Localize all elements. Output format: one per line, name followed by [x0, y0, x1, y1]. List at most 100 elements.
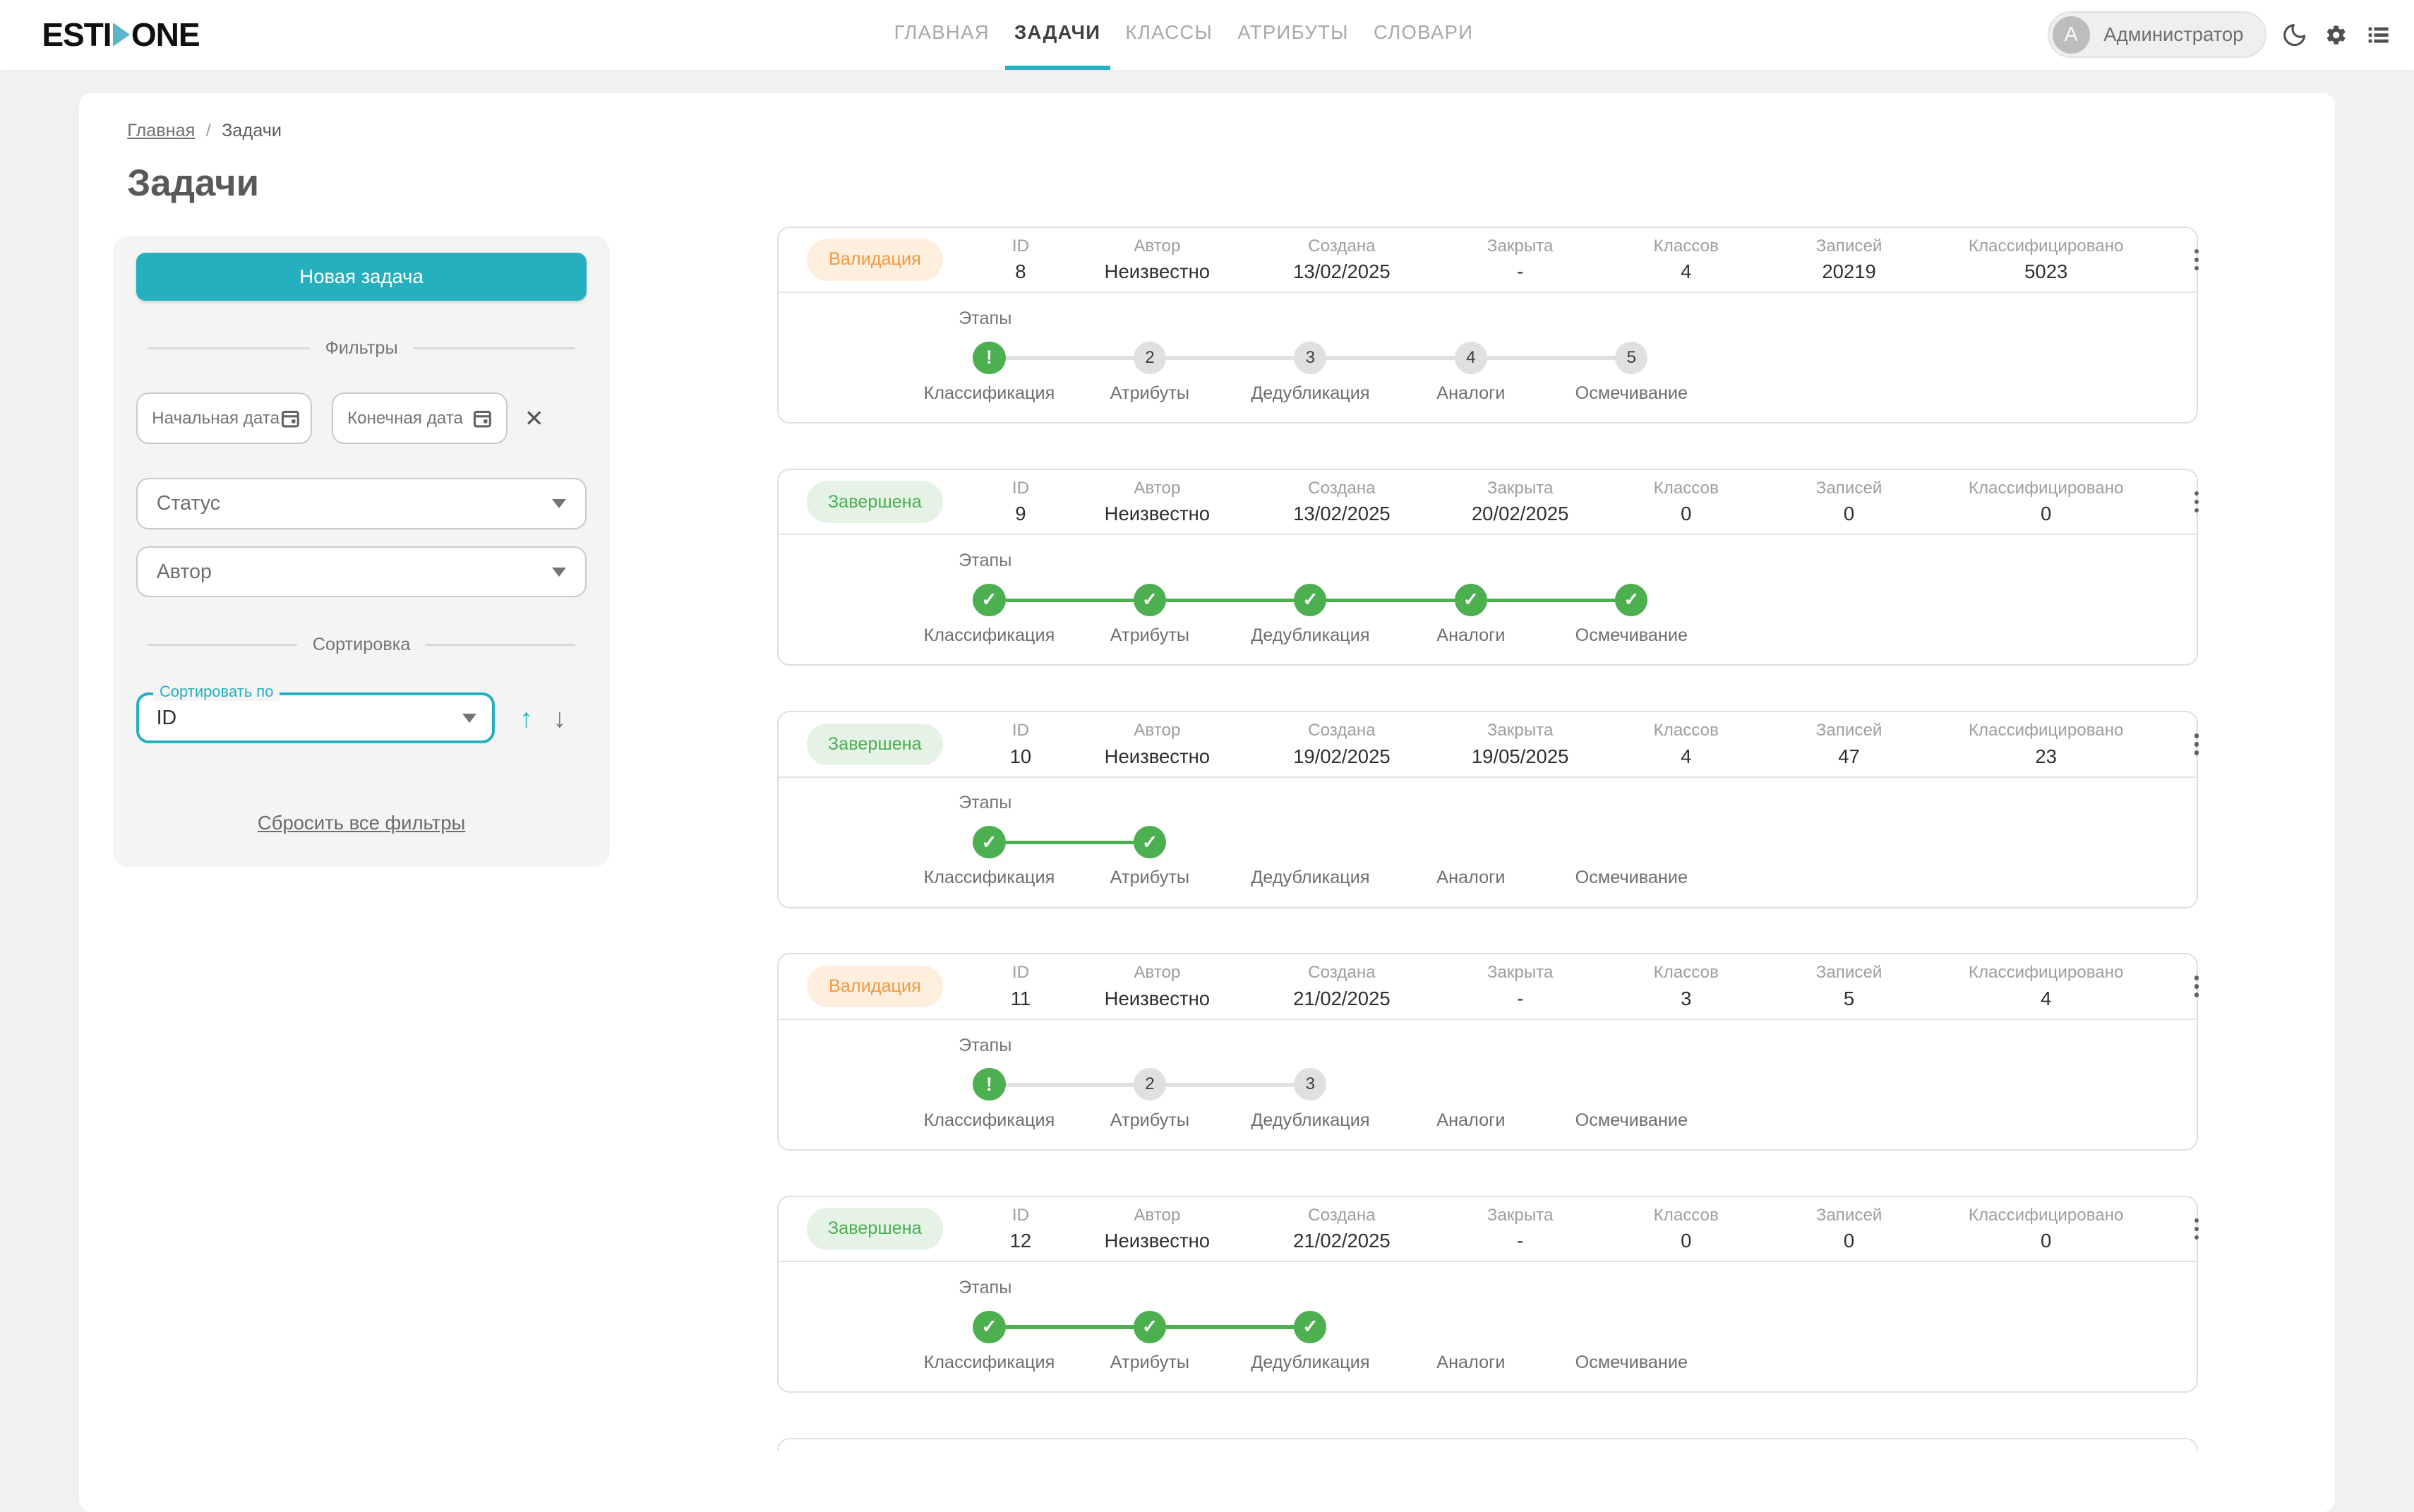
stage-step: 2 Атрибуты: [1005, 341, 1230, 404]
step-connector: [1005, 598, 1134, 603]
column-value: 21/02/2025: [1293, 1230, 1391, 1252]
task-column: Классов 4: [1607, 721, 1765, 768]
task-stages: Этапы ! Классификация 2 Атрибуты 3 Дедубликац…: [779, 293, 2197, 422]
tab-klassy[interactable]: КЛАССЫ: [1125, 21, 1213, 44]
more-menu-button[interactable]: [2181, 965, 2212, 1009]
tab-zadachi[interactable]: ЗАДАЧИ: [1004, 0, 1110, 70]
task-stages: Этапы ✓ Классификация ✓ Атрибуты ✓ Дедубликац…: [779, 535, 2197, 664]
step-spacer: [1455, 1311, 1487, 1343]
step-spacer: [1455, 826, 1487, 858]
reset-filters-link[interactable]: Сбросить все фильтры: [257, 812, 466, 834]
calendar-icon[interactable]: [280, 407, 301, 429]
logo-triangle-icon: [112, 23, 130, 47]
step-current-icon: !: [973, 1068, 1006, 1101]
stage-name: Осмечивание: [1575, 868, 1688, 888]
stage-name: Аналоги: [1436, 383, 1506, 403]
breadcrumb-home-link[interactable]: Главная: [127, 121, 196, 141]
column-value: 19/02/2025: [1293, 745, 1391, 767]
stages-stepper: ✓ Классификация ✓ Атрибуты ✓ Дедубликация Анал…: [779, 1310, 2197, 1373]
column-header: Закрыта: [1487, 963, 1554, 983]
column-header: Записей: [1815, 236, 1882, 256]
step-done-check-icon: ✓: [973, 1310, 1006, 1343]
stages-stepper: ✓ Классификация ✓ Атрибуты ✓ Дедубликация ✓ Ана…: [779, 583, 2197, 646]
task-column: Закрыта -: [1434, 236, 1607, 284]
stage-name: Дедубликация: [1251, 383, 1370, 403]
task-card-header: Завершена ID 9 Автор Неизвестно Создана 13/02…: [779, 470, 2199, 536]
task-column: ID 11: [977, 963, 1064, 1010]
column-value: 5: [1843, 987, 1855, 1009]
list-icon[interactable]: [2365, 21, 2393, 49]
step-connector: [1326, 356, 1455, 360]
step-connector: [1487, 356, 1616, 360]
column-header: Классов: [1653, 236, 1719, 256]
step-done-check-icon: ✓: [1615, 583, 1648, 616]
stage-name: Осмечивание: [1575, 1110, 1688, 1130]
author-select[interactable]: Автор: [136, 546, 587, 598]
new-task-button[interactable]: Новая задача: [136, 253, 587, 301]
task-column: Записей 5: [1765, 963, 1933, 1010]
clear-dates-button[interactable]: ✕: [524, 405, 544, 432]
more-menu-button[interactable]: [2181, 1207, 2212, 1251]
more-menu-button[interactable]: [2181, 480, 2212, 524]
stage-name: Осмечивание: [1575, 625, 1688, 646]
stage-name: Классификация: [923, 1352, 1055, 1372]
task-column: Закрыта 20/02/2025: [1434, 479, 1607, 526]
sort-by-select[interactable]: Сортировать по ID: [136, 683, 496, 744]
user-menu-chip[interactable]: A Администратор: [2048, 11, 2267, 59]
column-value: -: [1517, 1230, 1524, 1252]
stage-name: Дедубликация: [1251, 1110, 1370, 1130]
column-header: Записей: [1815, 721, 1882, 740]
column-header: ID: [1011, 963, 1030, 983]
column-value: 19/05/2025: [1471, 745, 1569, 767]
task-card: Завершена ID 10 Автор Неизвестно Создана 19/0…: [777, 711, 2199, 908]
tab-atributy[interactable]: АТРИБУТЫ: [1237, 21, 1349, 44]
step-connector: [1166, 1325, 1295, 1329]
step-connector: [1005, 356, 1134, 360]
status-badge: Валидация: [806, 239, 944, 281]
column-header: ID: [1011, 478, 1030, 498]
tab-glavnaya[interactable]: ГЛАВНАЯ: [894, 21, 990, 44]
stage-step: 3 Дедубликация: [1166, 341, 1391, 404]
stage-name: Дедубликация: [1251, 868, 1370, 888]
calendar-icon[interactable]: [472, 407, 493, 429]
settings-icon[interactable]: [2322, 21, 2350, 49]
stage-name: Дедубликация: [1251, 1352, 1370, 1372]
step-done-check-icon: ✓: [1133, 826, 1166, 859]
column-value: 5023: [2024, 260, 2068, 283]
tab-slovari[interactable]: СЛОВАРИ: [1373, 21, 1474, 44]
chevron-down-icon: [552, 567, 567, 577]
avatar: A: [2052, 16, 2090, 54]
stage-name: Дедубликация: [1251, 625, 1370, 646]
sort-ascending-button[interactable]: ↑: [520, 702, 533, 733]
moon-icon[interactable]: [2281, 21, 2309, 49]
sort-descending-button[interactable]: ↓: [553, 702, 567, 733]
column-header: Создана: [1308, 1205, 1376, 1225]
column-value: 8: [1015, 260, 1026, 283]
more-menu-button[interactable]: [2181, 723, 2212, 767]
column-value: Неизвестно: [1104, 260, 1211, 283]
logo-text-left: ESTI: [42, 16, 112, 54]
column-header: Закрыта: [1487, 1205, 1554, 1225]
step-current-icon: !: [973, 341, 1006, 374]
stage-name: Аналоги: [1436, 1352, 1506, 1372]
more-menu-button[interactable]: [2181, 238, 2212, 282]
column-header: Автор: [1134, 1205, 1181, 1225]
start-date-input[interactable]: Начальная дата: [136, 392, 312, 444]
breadcrumb: Главная / Задачи: [127, 121, 2300, 141]
stage-step: ✓ Аналоги: [1326, 583, 1551, 646]
column-value: 21/02/2025: [1293, 987, 1391, 1009]
step-done-check-icon: ✓: [1454, 583, 1487, 616]
task-card-header: Завершена ID 10 Автор Неизвестно Создана 19/0…: [779, 712, 2199, 778]
task-card: Завершена ID 9 Автор Неизвестно Создана 13/02…: [777, 468, 2199, 666]
task-column: Классифицировано 4: [1933, 963, 2159, 1010]
task-column: Записей 47: [1765, 721, 1933, 768]
task-card-header: Завершена ID 12 Автор Неизвестно Создана 21/0…: [779, 1197, 2199, 1263]
status-select[interactable]: Статус: [136, 478, 587, 529]
column-value: 3: [1681, 987, 1692, 1009]
step-number: 3: [1294, 341, 1327, 374]
stages-stepper: ! Классификация 2 Атрибуты 3 Дедубликация Анал…: [779, 1068, 2197, 1130]
task-columns: ID 8 Автор Неизвестно Создана 13/02/2025 Закры…: [977, 236, 2159, 284]
stage-step: ✓ Классификация: [909, 826, 1069, 888]
status-badge: Валидация: [806, 965, 944, 1008]
end-date-input[interactable]: Конечная дата: [332, 392, 508, 444]
